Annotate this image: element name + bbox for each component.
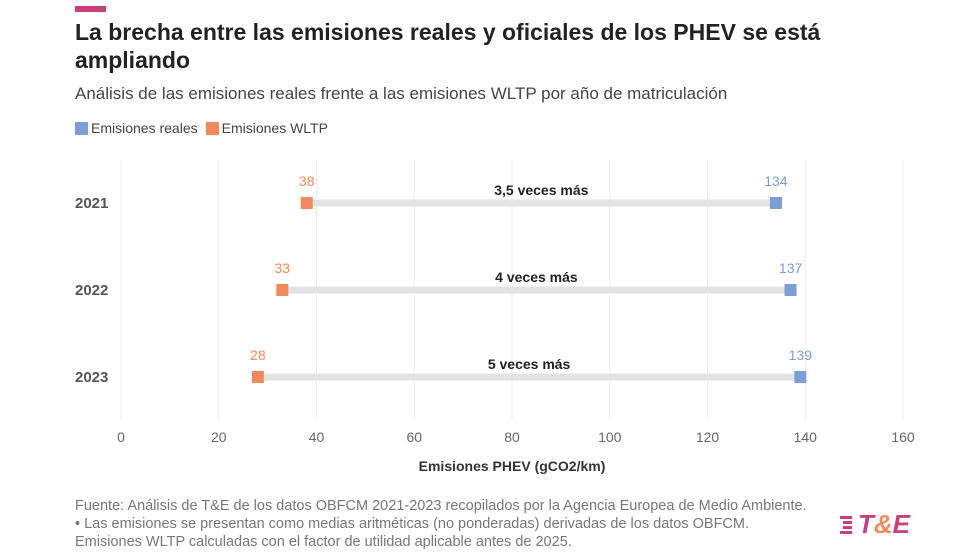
legend-swatch [75,121,88,135]
x-tick-label: 40 [309,429,325,445]
data-label-real: 139 [789,347,813,363]
legend-item-wltp: Emisiones WLTP [205,120,328,136]
x-tick-label: 140 [794,429,818,445]
gap-annotation: 3,5 veces más [494,182,588,198]
gap-annotation: 5 veces más [488,356,571,372]
data-label-wltp: 38 [299,173,315,189]
logo-mark-icon [840,515,852,534]
chart-plot: 0 20 40 60 80 100 120 140 160 Emisiones PHEV (gCO… [75,160,915,474]
y-tick-label: 2021 [75,195,108,212]
x-tick-label: 100 [598,429,622,445]
x-tick-label: 80 [504,429,520,445]
point-wltp [300,197,313,209]
x-tick-label: 120 [696,429,720,445]
chart-subtitle: Análisis de las emisiones reales frente … [75,84,728,103]
point-wltp [251,371,264,383]
point-wltp [276,284,289,296]
x-tick-label: 160 [891,429,915,445]
x-tick-label: 60 [406,429,422,445]
accent-bar [75,6,106,12]
legend-label: Emisiones WLTP [221,120,328,136]
x-tick-label: 20 [211,429,227,445]
legend: Emisiones reales Emisiones WLTP [75,120,336,136]
point-real [794,371,807,383]
footer-source: Fuente: Análisis de T&E de los datos OBF… [75,498,807,550]
y-tick-label: 2023 [75,369,108,386]
point-real [769,197,782,209]
data-label-real: 137 [779,260,803,276]
data-label-real: 134 [764,173,788,189]
data-label-wltp: 33 [274,260,290,276]
legend-swatch [205,121,219,135]
data-label-wltp: 28 [250,347,266,363]
chart-title: La brecha entre las emisiones reales y o… [75,19,821,73]
legend-item-real: Emisiones reales [75,120,198,136]
te-logo: T & E [838,509,910,540]
x-axis-label: Emisiones PHEV (gCO2/km) [419,458,606,474]
y-tick-label: 2022 [75,282,108,299]
x-tick-label: 0 [117,429,125,445]
point-real [784,284,797,296]
gap-annotation: 4 veces más [495,269,578,285]
legend-label: Emisiones reales [91,120,198,136]
